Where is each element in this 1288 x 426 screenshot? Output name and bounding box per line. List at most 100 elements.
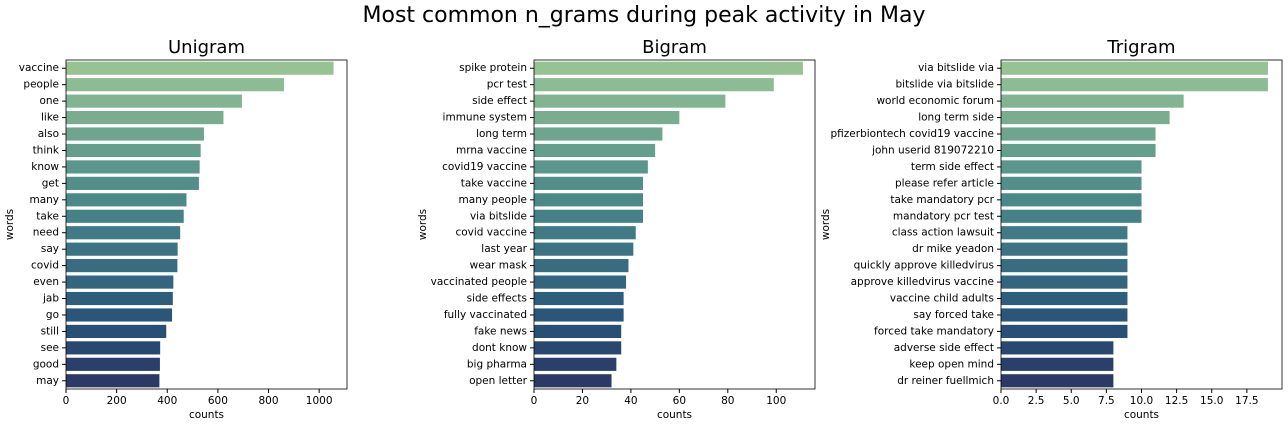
bar	[66, 242, 178, 256]
bar	[534, 242, 634, 256]
bar	[66, 275, 174, 289]
bar	[1001, 209, 1142, 223]
x-tick-label: 200	[107, 395, 127, 407]
x-tick-label: 100	[766, 395, 786, 407]
bar	[66, 110, 224, 125]
y-axis-label: words	[820, 209, 832, 240]
x-tick-label: 1000	[306, 395, 333, 407]
bar	[534, 324, 622, 338]
subplot-title: Unigram	[168, 37, 245, 58]
bar	[66, 374, 160, 388]
bar	[1001, 357, 1114, 371]
figure-title: Most common n_grams during peak activity…	[362, 3, 926, 28]
bar	[534, 259, 629, 273]
x-tick-label: 15.0	[1200, 395, 1223, 407]
y-tick-label: dont know	[472, 342, 527, 354]
bar	[1001, 110, 1170, 125]
bar	[66, 308, 173, 322]
y-tick-label: vaccinated people	[431, 276, 527, 288]
y-tick-label: need	[33, 227, 59, 239]
bar	[1001, 324, 1128, 338]
y-tick-label: see	[41, 342, 59, 354]
bar	[534, 275, 627, 289]
y-tick-label: say	[41, 243, 59, 255]
bar	[66, 324, 167, 338]
y-tick-label: get	[42, 177, 59, 189]
bar	[66, 226, 181, 240]
bar	[66, 78, 284, 92]
x-tick-label: 17.5	[1235, 395, 1258, 407]
bar	[534, 291, 624, 306]
y-tick-label: immune system	[443, 112, 527, 124]
bar	[1001, 160, 1142, 174]
x-tick-label: 12.5	[1165, 395, 1188, 407]
bar	[1001, 193, 1142, 207]
bar	[534, 308, 624, 322]
y-tick-label: vaccine	[19, 62, 59, 74]
bar	[534, 193, 644, 207]
y-tick-label: one	[39, 95, 59, 107]
bar	[66, 341, 161, 355]
bar	[534, 209, 644, 223]
bar	[534, 374, 612, 388]
bar	[66, 193, 187, 207]
x-axis-label: counts	[189, 409, 224, 421]
y-tick-label: class action lawsuit	[892, 227, 994, 239]
y-tick-label: world economic forum	[876, 95, 994, 107]
y-tick-label: bitslide via bitslide	[896, 79, 995, 91]
y-tick-label: take vaccine	[461, 177, 527, 189]
x-axis-label: counts	[657, 409, 692, 421]
axes-frame	[533, 59, 816, 390]
y-tick-label: say forced take	[913, 309, 994, 321]
bar	[66, 160, 200, 174]
y-tick-label: adverse side effect	[894, 342, 994, 354]
y-tick-label: think	[33, 144, 60, 156]
bar	[1001, 259, 1128, 273]
bar	[534, 176, 644, 190]
y-tick-label: covid vaccine	[455, 227, 527, 239]
y-tick-label: pcr test	[487, 79, 527, 91]
chart-panel-trigram: via bitslide via bitslide via bitslide wor…	[820, 37, 1283, 421]
y-tick-label: take mandatory pcr	[890, 194, 994, 206]
bar	[534, 61, 803, 75]
x-tick-label: 80	[721, 395, 734, 407]
subplot-title: Bigram	[642, 37, 707, 58]
y-tick-label: dr mike yeadon	[912, 243, 994, 255]
bar	[1001, 275, 1128, 289]
y-tick-label: also	[38, 128, 59, 140]
y-tick-label: mrna vaccine	[456, 144, 527, 156]
axes-frame	[65, 59, 348, 390]
y-tick-label: via bitslide	[470, 210, 527, 222]
y-tick-label: john userid 819072210	[871, 144, 994, 156]
y-tick-label: people	[23, 79, 59, 91]
y-tick-label: fake news	[474, 325, 527, 337]
y-tick-label: jab	[42, 293, 59, 305]
y-tick-label: last year	[481, 243, 527, 255]
y-tick-label: keep open mind	[909, 358, 994, 370]
y-tick-label: covid	[31, 260, 59, 272]
bar	[66, 259, 178, 273]
bar	[1001, 374, 1114, 388]
bar	[534, 160, 648, 174]
bar	[1001, 176, 1142, 190]
y-tick-label: even	[33, 276, 59, 288]
bar	[66, 127, 204, 141]
y-tick-label: take	[36, 210, 59, 222]
bar	[66, 61, 334, 75]
bar	[534, 143, 656, 158]
y-tick-label: like	[41, 112, 59, 124]
y-tick-label: mandatory pcr test	[893, 210, 994, 222]
y-tick-label: long term	[476, 128, 527, 140]
y-tick-label: know	[31, 161, 59, 173]
bar	[1001, 143, 1156, 158]
bar	[534, 78, 774, 92]
y-tick-label: via bitslide via	[918, 62, 994, 74]
x-tick-label: 400	[157, 395, 177, 407]
bar	[66, 94, 242, 108]
x-tick-label: 5.0	[1063, 395, 1080, 407]
bar	[534, 357, 617, 371]
x-tick-label: 600	[208, 395, 228, 407]
x-tick-label: 40	[624, 395, 637, 407]
bar	[66, 176, 199, 190]
